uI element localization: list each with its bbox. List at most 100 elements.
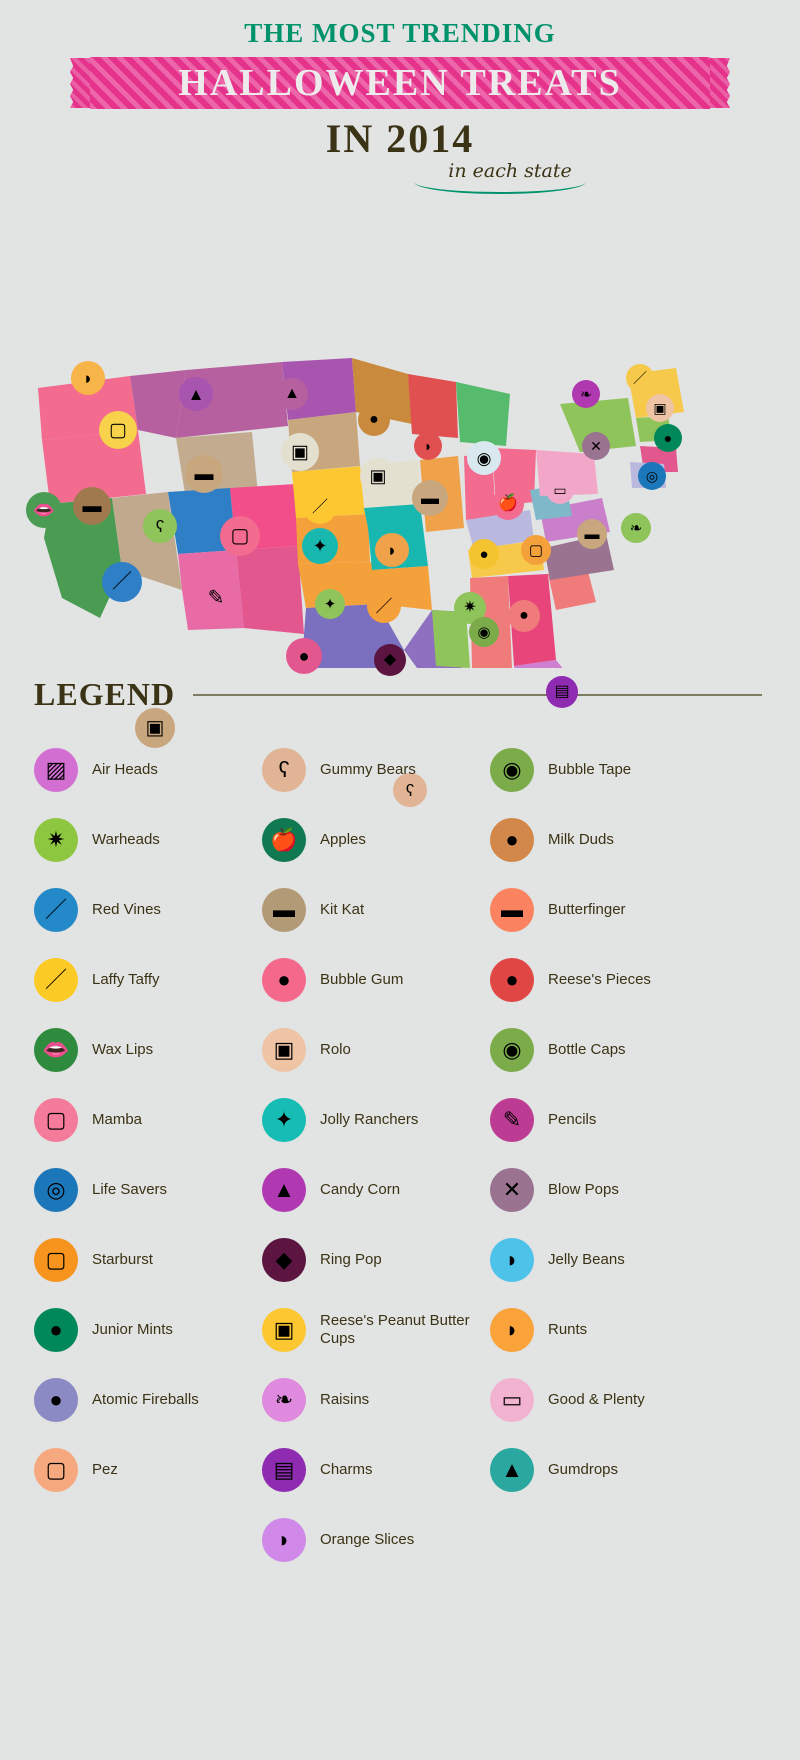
life-savers-icon[interactable]: ◎ — [638, 462, 666, 490]
legend-item[interactable]: ▬ Kit Kat — [262, 875, 507, 945]
legend-item[interactable]: ／ Laffy Taffy — [34, 945, 279, 1015]
legend-item[interactable]: ▣ Rolo — [262, 1015, 507, 1085]
legend-item[interactable]: ◎ Life Savers — [34, 1155, 279, 1225]
legend-item[interactable]: ● Bubble Gum — [262, 945, 507, 1015]
gummy-bears-icon[interactable]: ʕ — [393, 773, 427, 807]
charms-icon[interactable]: ▤ — [546, 676, 578, 708]
apples-icon[interactable]: 🍎 — [492, 488, 524, 520]
state-id[interactable] — [130, 370, 186, 438]
legend-column-1: ▨ Air Heads ✷ Warheads ／ Red Vines ／ Laffy Taff… — [34, 735, 279, 1505]
kit-kat-icon[interactable]: ▬ — [412, 480, 448, 516]
legend-item[interactable]: ／ Red Vines — [34, 875, 279, 945]
laffy-taffy-icon[interactable]: ／ — [304, 492, 336, 524]
junior-mints-icon[interactable]: ● — [654, 424, 682, 452]
legend-item[interactable]: ▤ Charms — [262, 1435, 507, 1505]
ring-pop-icon[interactable]: ◆ — [374, 644, 406, 676]
legend-item[interactable]: ʕ Gummy Bears — [262, 735, 507, 805]
butterfinger-icon: ▬ — [490, 888, 534, 932]
good-and-plenty-icon[interactable]: ▭ — [546, 476, 574, 504]
orange-slices-icon[interactable]: ◗ — [71, 361, 105, 395]
good-and-plenty-icon: ▭ — [490, 1378, 534, 1422]
legend-item[interactable]: ✦ Jolly Ranchers — [262, 1085, 507, 1155]
legend-item[interactable]: ▨ Air Heads — [34, 735, 279, 805]
wax-lips-icon[interactable]: 👄 — [26, 492, 62, 528]
rolo-icon[interactable]: ▣ — [646, 394, 674, 422]
legend-item[interactable]: ▲ Candy Corn — [262, 1155, 507, 1225]
legend-item[interactable]: ● Reese's Pieces — [490, 945, 735, 1015]
candy-corn-icon: ▲ — [262, 1168, 306, 1212]
legend-item[interactable]: ▭ Good & Plenty — [490, 1365, 735, 1435]
milk-duds-icon[interactable]: ● — [358, 404, 390, 436]
legend-item[interactable]: ▢ Starburst — [34, 1225, 279, 1295]
starburst-icon[interactable]: ▢ — [521, 535, 551, 565]
legend-icon-glyph: ● — [49, 1387, 63, 1412]
state-nm[interactable] — [236, 546, 304, 634]
mamba-icon[interactable]: ▢ — [220, 516, 260, 556]
legend-item[interactable]: ▲ Gumdrops — [490, 1435, 735, 1505]
legend-item[interactable]: ◗ Jelly Beans — [490, 1225, 735, 1295]
raisins-icon[interactable]: ❧ — [621, 513, 651, 543]
jelly-beans-icon[interactable]: ◗ — [414, 432, 442, 460]
state-wi[interactable] — [408, 374, 458, 438]
legend-item-label: Reese's Pieces — [548, 971, 651, 988]
legend-item-label: Warheads — [92, 831, 160, 848]
legend-item[interactable]: ◗ Runts — [490, 1295, 735, 1365]
legend-item-label: Air Heads — [92, 761, 158, 778]
jolly-ranchers-icon[interactable]: ✦ — [315, 589, 345, 619]
candy-corn-icon[interactable]: ▲ — [179, 377, 213, 411]
state-mi[interactable] — [456, 382, 510, 446]
blow-pops-icon[interactable]: ✕ — [582, 432, 610, 460]
legend-item[interactable]: 🍎 Apples — [262, 805, 507, 875]
laffy-taffy-icon[interactable]: ／ — [626, 364, 654, 392]
state-ny[interactable] — [560, 398, 636, 452]
red-vines-icon[interactable]: ／ — [102, 562, 142, 602]
reeses-pieces-icon[interactable]: ● — [469, 539, 499, 569]
legend-item[interactable]: ◗ Orange Slices — [262, 1505, 507, 1575]
header-script-text: in each state — [448, 160, 572, 182]
legend-item[interactable]: ▢ Pez — [34, 1435, 279, 1505]
legend-item[interactable]: ✕ Blow Pops — [490, 1155, 735, 1225]
legend-item[interactable]: ❧ Raisins — [262, 1365, 507, 1435]
bubble-tape-icon[interactable]: ◉ — [467, 441, 501, 475]
legend-item[interactable]: ▬ Butterfinger — [490, 875, 735, 945]
laffy-taffy-icon[interactable]: ／ — [367, 589, 401, 623]
pencils-icon[interactable]: ✎ — [196, 578, 236, 618]
apples-icon: 🍎 — [262, 818, 306, 862]
legend-item[interactable]: ▣ Reese's Peanut Butter Cups — [262, 1295, 507, 1365]
jelly-beans-icon[interactable]: ◗ — [375, 533, 409, 567]
legend-item[interactable]: ◉ Bottle Caps — [490, 1015, 735, 1085]
kit-kat-icon[interactable]: ▬ — [73, 487, 111, 525]
legend-item[interactable]: ◆ Ring Pop — [262, 1225, 507, 1295]
rolo-icon[interactable]: ▣ — [360, 458, 396, 494]
state-fl[interactable] — [514, 660, 592, 668]
rolo-icon[interactable]: ▣ — [281, 433, 319, 471]
kit-kat-icon[interactable]: ▬ — [577, 519, 607, 549]
legend-item[interactable]: ▢ Mamba — [34, 1085, 279, 1155]
jolly-ranchers-icon[interactable]: ✦ — [302, 528, 338, 564]
legend-icon-glyph: ✷ — [46, 827, 66, 852]
legend-item[interactable]: ✷ Warheads — [34, 805, 279, 875]
reeses-cups-icon[interactable]: ▣ — [135, 708, 175, 748]
candy-corn-icon[interactable]: ▲ — [276, 378, 308, 410]
legend-item[interactable]: ● Atomic Fireballs — [34, 1365, 279, 1435]
legend-icon-glyph: ▬ — [273, 897, 295, 922]
gummy-bears-icon[interactable]: ʕ — [143, 509, 177, 543]
legend-item[interactable]: ● Junior Mints — [34, 1295, 279, 1365]
bubble-gum-icon[interactable]: ● — [508, 600, 540, 632]
legend-item[interactable]: ✎ Pencils — [490, 1085, 735, 1155]
legend-column-3: ◉ Bubble Tape ● Milk Duds ▬ Butterfinger ● Rees… — [490, 735, 735, 1505]
kit-kat-icon[interactable]: ▬ — [185, 455, 223, 493]
legend-item[interactable]: ◉ Bubble Tape — [490, 735, 735, 805]
bottle-caps-icon[interactable]: ◉ — [469, 617, 499, 647]
state-ms[interactable] — [432, 610, 470, 668]
legend-item-label: Pencils — [548, 1111, 597, 1128]
infographic-header: THE MOST TRENDING HALLOWEEN TREATS IN 20… — [0, 0, 800, 194]
legend-item[interactable]: 👄 Wax Lips — [34, 1015, 279, 1085]
mamba-icon[interactable]: ▢ — [99, 411, 137, 449]
raisins-icon[interactable]: ❧ — [572, 380, 600, 408]
swoosh-underline-icon — [414, 182, 586, 194]
state-ut[interactable] — [168, 488, 236, 554]
legend-item[interactable]: ● Milk Duds — [490, 805, 735, 875]
banner-title: HALLOWEEN TREATS — [178, 62, 622, 104]
atomic-fireballs-icon[interactable]: ● — [286, 638, 322, 674]
